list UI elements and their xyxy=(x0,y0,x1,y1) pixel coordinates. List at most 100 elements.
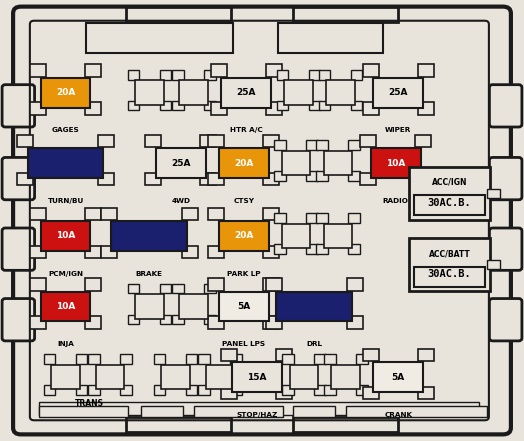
Bar xyxy=(30,64,46,77)
Bar xyxy=(41,221,90,251)
Bar xyxy=(127,101,139,110)
Bar xyxy=(39,406,128,417)
Text: 20A: 20A xyxy=(56,88,75,97)
Bar xyxy=(161,365,190,389)
Bar xyxy=(172,315,184,325)
Bar xyxy=(185,355,198,364)
Bar xyxy=(348,140,359,150)
Text: INJA: INJA xyxy=(57,341,74,348)
Bar xyxy=(182,246,198,258)
Bar xyxy=(198,355,210,364)
Bar xyxy=(200,135,216,147)
Text: 10A: 10A xyxy=(56,302,75,311)
Bar xyxy=(361,173,376,185)
Text: PANEL LPS: PANEL LPS xyxy=(222,341,265,348)
Bar xyxy=(363,349,378,361)
Bar xyxy=(316,244,328,254)
Bar xyxy=(314,385,325,395)
Text: DRL: DRL xyxy=(307,341,322,348)
Text: 30AC.B.: 30AC.B. xyxy=(428,269,472,279)
Bar xyxy=(487,260,500,269)
Bar xyxy=(85,278,101,291)
FancyBboxPatch shape xyxy=(489,299,522,341)
Bar xyxy=(409,167,490,220)
Bar xyxy=(277,292,352,321)
Bar xyxy=(111,221,187,251)
Bar xyxy=(145,135,161,147)
Bar xyxy=(179,295,208,318)
Bar xyxy=(487,189,500,198)
Bar xyxy=(331,365,361,389)
Text: CRANK: CRANK xyxy=(384,412,412,418)
Bar xyxy=(99,173,114,185)
Bar xyxy=(135,295,163,318)
Text: 10A: 10A xyxy=(56,232,75,240)
Bar xyxy=(198,385,210,395)
Bar xyxy=(85,102,101,115)
Text: 5A: 5A xyxy=(237,302,250,311)
Bar xyxy=(88,355,100,364)
Bar xyxy=(284,80,313,105)
Bar xyxy=(27,148,104,178)
FancyBboxPatch shape xyxy=(13,7,511,434)
Bar xyxy=(289,365,319,389)
Bar xyxy=(231,385,242,395)
Bar xyxy=(30,102,46,115)
Bar xyxy=(204,284,216,294)
Bar xyxy=(205,365,234,389)
Bar xyxy=(209,208,224,220)
FancyBboxPatch shape xyxy=(2,299,35,341)
Text: 20A: 20A xyxy=(234,159,253,168)
Bar xyxy=(363,64,378,77)
Bar xyxy=(200,173,216,185)
Bar xyxy=(351,101,363,110)
Bar xyxy=(277,70,288,79)
Bar xyxy=(316,140,328,150)
Bar xyxy=(141,406,183,417)
Bar xyxy=(277,101,288,110)
Bar xyxy=(179,80,208,105)
Bar xyxy=(309,70,320,79)
Bar xyxy=(263,173,279,185)
Bar xyxy=(17,135,32,147)
Bar xyxy=(293,417,398,432)
Text: 10A: 10A xyxy=(386,159,405,168)
Bar xyxy=(363,102,378,115)
Bar xyxy=(185,385,198,395)
Bar xyxy=(219,148,268,178)
Text: RADIO: RADIO xyxy=(383,198,409,204)
Text: 30AC.B.: 30AC.B. xyxy=(428,198,472,208)
Bar xyxy=(293,7,398,22)
Bar xyxy=(120,355,132,364)
Bar xyxy=(319,70,331,79)
Bar xyxy=(415,135,431,147)
FancyBboxPatch shape xyxy=(2,228,35,270)
FancyBboxPatch shape xyxy=(489,228,522,270)
Bar xyxy=(95,365,124,389)
Bar xyxy=(30,316,46,329)
Bar xyxy=(275,213,286,223)
Bar xyxy=(127,70,139,79)
Text: TRANS: TRANS xyxy=(74,399,104,408)
Bar xyxy=(418,102,434,115)
Bar xyxy=(306,213,318,223)
Bar xyxy=(316,172,328,181)
Bar xyxy=(127,315,139,325)
Bar xyxy=(221,349,237,361)
Bar xyxy=(263,246,279,258)
Bar xyxy=(415,173,431,185)
Bar xyxy=(263,208,279,220)
Bar xyxy=(30,246,46,258)
Bar xyxy=(373,78,423,108)
Bar xyxy=(17,173,32,185)
Text: 15A: 15A xyxy=(247,373,267,381)
Bar xyxy=(204,315,216,325)
FancyBboxPatch shape xyxy=(489,157,522,200)
FancyBboxPatch shape xyxy=(489,85,522,127)
Bar xyxy=(209,246,224,258)
Bar xyxy=(51,365,80,389)
Bar xyxy=(418,64,434,77)
Bar xyxy=(263,135,279,147)
Bar xyxy=(266,278,282,291)
Bar xyxy=(44,355,56,364)
